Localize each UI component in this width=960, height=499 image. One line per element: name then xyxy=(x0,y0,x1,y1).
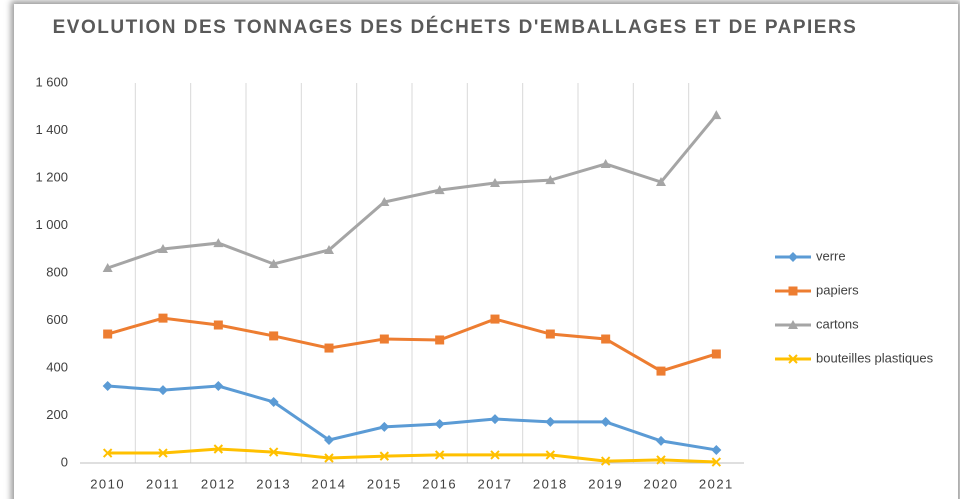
legend-marker xyxy=(788,286,798,296)
point xyxy=(656,177,666,187)
x-tick-label: 2017 xyxy=(478,476,513,491)
legend-marker xyxy=(788,320,798,329)
point xyxy=(213,238,224,248)
legend-label: cartons xyxy=(816,316,859,331)
x-tick-label: 2020 xyxy=(644,476,679,491)
x-tick-label: 2019 xyxy=(588,476,623,491)
point xyxy=(435,335,445,345)
point xyxy=(656,435,666,446)
point xyxy=(600,456,611,466)
point xyxy=(103,329,113,339)
point xyxy=(545,329,555,339)
point xyxy=(269,331,279,341)
y-tick-label: 1 000 xyxy=(35,217,68,232)
point xyxy=(490,414,500,425)
point xyxy=(324,244,334,254)
point xyxy=(158,385,168,396)
x-tick-label: 2016 xyxy=(422,476,457,491)
legend-marker xyxy=(788,252,798,262)
y-tick-label: 1 600 xyxy=(35,74,68,89)
point xyxy=(324,343,334,353)
y-tick-label: 600 xyxy=(46,312,68,327)
point xyxy=(379,196,390,206)
point xyxy=(158,244,168,254)
point xyxy=(711,444,722,455)
legend-label: papiers xyxy=(816,282,859,297)
point xyxy=(268,258,279,268)
point xyxy=(656,455,666,465)
point xyxy=(102,263,113,273)
series-line xyxy=(107,384,717,452)
point xyxy=(545,450,556,460)
point xyxy=(324,434,334,445)
y-tick-label: 800 xyxy=(46,264,68,279)
point xyxy=(379,451,390,461)
point xyxy=(158,313,168,323)
point xyxy=(324,453,334,463)
y-tick-label: 1 200 xyxy=(35,169,68,184)
point xyxy=(600,158,611,168)
chart-title: EVOLUTION DES TONNAGES DES DÉCHETS D'EMB… xyxy=(52,17,858,38)
point xyxy=(490,450,500,460)
point xyxy=(434,185,445,195)
point xyxy=(711,349,721,359)
point xyxy=(711,110,722,120)
point xyxy=(379,421,390,432)
point xyxy=(268,396,279,407)
x-tick-label: 2013 xyxy=(256,476,291,491)
point xyxy=(434,450,445,460)
series-line xyxy=(107,447,717,464)
point xyxy=(268,447,279,457)
point xyxy=(600,416,611,427)
legend-marker xyxy=(788,354,798,364)
x-tick-label: 2021 xyxy=(699,476,734,491)
y-tick-label: 1 400 xyxy=(35,122,68,137)
y-tick-label: 400 xyxy=(46,359,68,374)
point xyxy=(545,416,556,427)
point xyxy=(434,419,445,430)
point xyxy=(158,448,168,458)
legend-label: verre xyxy=(816,248,846,263)
point xyxy=(213,320,223,330)
y-tick-label: 200 xyxy=(46,407,68,422)
y-tick-label: 0 xyxy=(61,454,68,469)
x-tick-label: 2010 xyxy=(90,476,125,491)
x-tick-label: 2012 xyxy=(201,476,236,491)
chart-frame xyxy=(14,4,958,499)
legend-label: bouteilles plastiques xyxy=(816,350,934,365)
x-tick-label: 2018 xyxy=(533,476,568,491)
point xyxy=(711,457,722,467)
x-tick-label: 2014 xyxy=(312,476,347,491)
series-line xyxy=(107,316,717,373)
series-line xyxy=(107,114,718,270)
point xyxy=(379,334,389,344)
x-tick-label: 2015 xyxy=(367,476,402,491)
point xyxy=(102,381,113,392)
point xyxy=(601,334,611,344)
x-tick-label: 2011 xyxy=(146,476,180,491)
point xyxy=(545,175,556,185)
point xyxy=(490,314,500,324)
point xyxy=(490,177,500,187)
point xyxy=(213,381,224,392)
point xyxy=(656,366,666,376)
point xyxy=(213,444,224,454)
point xyxy=(102,448,113,458)
